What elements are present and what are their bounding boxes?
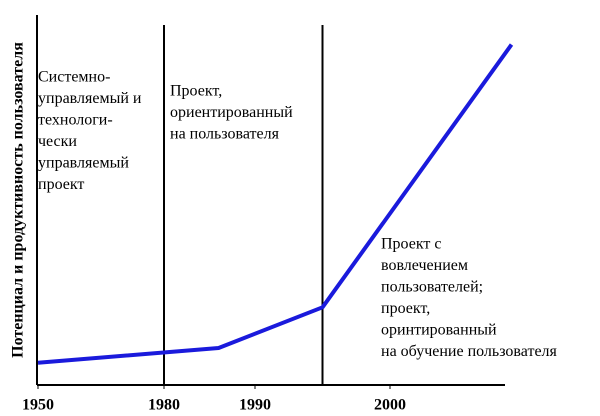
annotation-line: Проект, [170, 83, 222, 100]
annotation-line: Системно- [38, 69, 110, 86]
annotation-line: управляемый и [38, 90, 142, 107]
x-tick-label: 1950 [22, 397, 54, 414]
annotation-line: на обучение пользователя [381, 343, 558, 360]
annotation-line: проект, [381, 300, 430, 317]
y-axis-label: Потенциал и продуктивность пользователя [10, 42, 27, 358]
x-tick-label: 2000 [374, 397, 406, 414]
annotation-line: чески [38, 133, 77, 150]
annotation-line: оринтированный [381, 322, 497, 339]
annotation-line: управляемый [38, 155, 129, 172]
annotation-line: ориентированный [170, 104, 293, 121]
annotation-line: на пользователя [170, 126, 280, 143]
annotation-line: пользователей; [381, 279, 483, 296]
annotation-line: Проект с [381, 236, 442, 253]
annotation-line: проект [38, 176, 84, 193]
data-line [37, 43, 514, 365]
x-tick-label: 1980 [148, 397, 180, 414]
annotation-line: технологи- [38, 112, 113, 129]
x-tick-label: 1990 [239, 397, 271, 414]
annotation-line: вовлечением [381, 257, 468, 274]
